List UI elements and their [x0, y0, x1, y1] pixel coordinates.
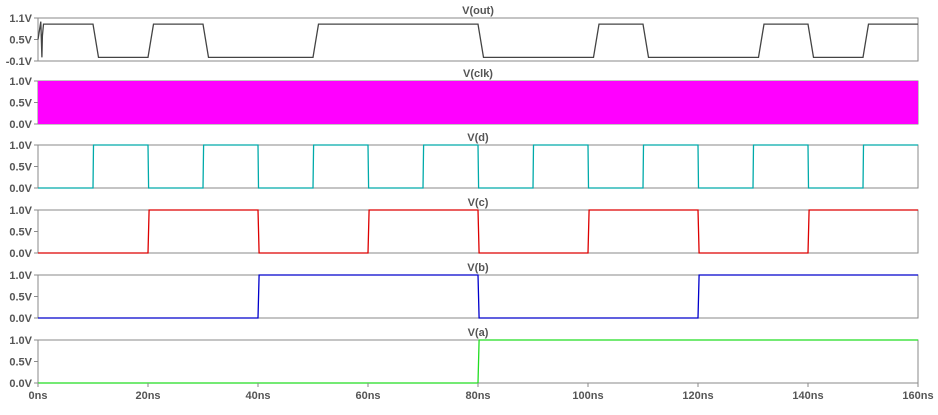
- pane-title-out: V(out): [462, 5, 494, 17]
- x-tick-label: 0ns: [29, 390, 48, 402]
- x-tick-label: 20ns: [135, 390, 160, 402]
- y-tick-label: 1.0V: [9, 76, 32, 88]
- y-tick-label: 0.0V: [9, 313, 32, 325]
- y-tick-label: 0.5V: [9, 98, 32, 110]
- x-tick-label: 80ns: [465, 390, 490, 402]
- y-tick-label: 1.1V: [9, 13, 32, 25]
- y-tick-label: 0.5V: [9, 162, 32, 174]
- pane-title-b: V(b): [467, 262, 489, 274]
- x-tick-label: 140ns: [792, 390, 823, 402]
- trace-c: [38, 209, 918, 254]
- y-tick-label: 0.5V: [9, 357, 32, 369]
- pane-title-a: V(a): [468, 327, 489, 339]
- y-tick-label: 1.0V: [9, 140, 32, 152]
- pane-title-clk: V(clk): [463, 68, 493, 80]
- x-tick-label: 120ns: [682, 390, 713, 402]
- pane-title-d: V(d): [467, 132, 489, 144]
- y-tick-label: 0.5V: [9, 292, 32, 304]
- y-tick-label: 0.0V: [9, 119, 32, 131]
- x-tick-label: 100ns: [572, 390, 603, 402]
- trace-clk: [38, 81, 918, 124]
- y-tick-label: 1.0V: [9, 270, 32, 282]
- y-tick-label: 1.0V: [9, 335, 32, 347]
- trace-b: [38, 274, 918, 319]
- y-tick-label: -0.1V: [6, 56, 33, 68]
- x-tick-label: 160ns: [902, 390, 933, 402]
- y-tick-label: 0.5V: [9, 35, 32, 47]
- y-tick-label: 1.0V: [9, 205, 32, 217]
- x-tick-label: 60ns: [355, 390, 380, 402]
- x-tick-label: 40ns: [245, 390, 270, 402]
- y-tick-label: 0.0V: [9, 248, 32, 260]
- trace-d: [38, 144, 918, 189]
- trace-out: [37, 21, 918, 59]
- pane-title-c: V(c): [468, 197, 489, 209]
- y-tick-label: 0.5V: [9, 227, 32, 239]
- y-tick-label: 0.0V: [9, 378, 32, 390]
- y-tick-label: 0.0V: [9, 183, 32, 195]
